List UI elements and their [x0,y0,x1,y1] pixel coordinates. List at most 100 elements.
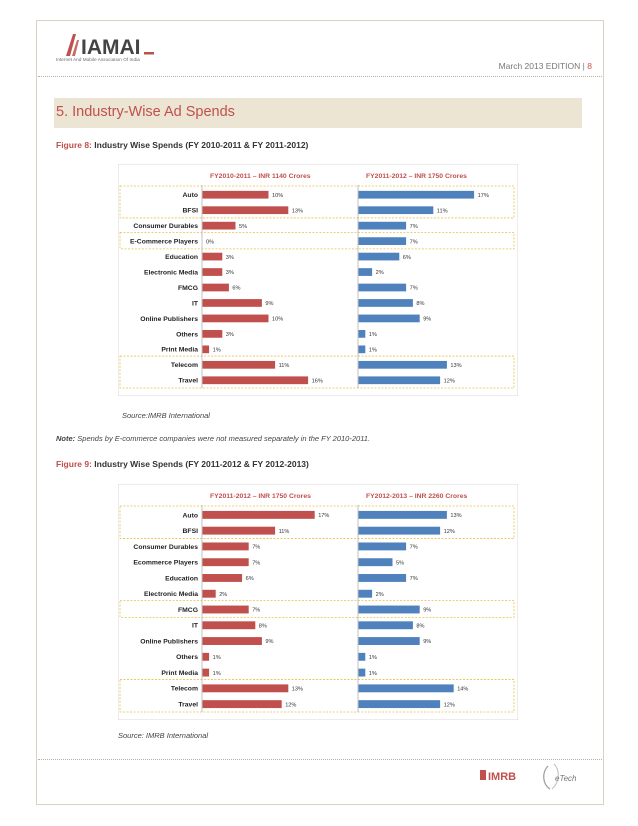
section-title: 5. Industry-Wise Ad Spends [56,104,235,120]
bar-value-label: 14% [457,687,468,693]
category-label: Electronic Media [144,269,198,276]
bar-value-label: 7% [410,224,418,230]
imrb-logo: IMRB [480,770,516,783]
bar [202,605,249,614]
page-border [36,20,604,805]
series-title: FY2012-2013 – INR 2260 Crores [366,493,467,500]
chart-frame [118,164,518,396]
category-label: E-Commerce Players [130,239,198,246]
bar-value-label: 10% [272,317,283,323]
category-label: FMCG [178,285,198,292]
bar-value-label: 7% [410,545,418,551]
highlight-box [119,679,515,713]
bar [358,684,454,693]
bar [202,668,210,677]
category-label: FMCG [178,607,198,614]
bar [202,526,276,535]
bar [358,376,441,385]
bar [202,206,289,215]
bar-value-label: 16% [312,378,323,384]
bar-value-label: 1% [213,671,221,677]
bar [202,558,249,567]
bar [358,700,441,709]
imrb-logo-text: IMRB [488,771,516,783]
iamai-logo: IAMAI [66,34,154,58]
bar-value-label: 5% [396,560,404,566]
bar-value-label: 1% [213,348,221,354]
etech-logo: eTech [543,763,577,790]
highlight-box [119,231,515,250]
category-label: Auto [183,192,198,199]
chart-frame [118,484,518,720]
category-label: Consumer Durables [133,544,198,551]
category-label: BFSI [183,208,199,215]
bar-value-label: 3% [226,255,234,261]
bar [358,652,366,661]
figure8-source: Source:IMRB International [122,411,210,420]
series-title: FY2011-2012 – INR 1750 Crores [210,493,311,500]
bar-value-label: 12% [285,702,296,708]
bar-value-label: 0% [206,239,214,245]
bar [202,376,309,385]
bar [358,605,420,614]
bar [202,314,269,323]
bar-value-label: 6% [246,576,254,582]
bar [202,299,262,307]
bar [358,314,420,323]
category-label: IT [192,623,199,630]
category-label: Education [165,575,198,582]
bar-value-label: 1% [369,332,377,338]
highlight-box [119,505,515,539]
bar [202,360,276,369]
series-title: FY2010-2011 – INR 1140 Crores [210,173,311,180]
figure8-label: Figure 8: [56,140,92,150]
bar [202,684,289,693]
footer-rule [38,759,602,760]
bar-value-label: 6% [232,286,240,292]
bar [202,700,282,709]
bar-value-label: 9% [423,639,431,645]
bar [202,542,249,551]
bar-value-label: 7% [410,239,418,245]
bar [202,283,229,292]
category-label: IT [192,300,199,307]
bar-value-label: 13% [450,363,461,369]
bar-value-label: 6% [403,255,411,261]
bar [358,221,407,230]
figure9-caption: Figure 9: Industry Wise Spends (FY 2011-… [56,459,309,469]
note-label: Note: [56,434,76,443]
bar [358,252,400,261]
category-label: Others [176,654,198,661]
figure9-label: Figure 9: [56,459,92,469]
bar [358,637,420,645]
bar [358,206,434,215]
bar-value-label: 7% [410,576,418,582]
series-title: FY2011-2012 – INR 1750 Crores [366,173,467,180]
category-label: Travel [178,378,198,385]
figure9-title: Industry Wise Spends (FY 2011-2012 & FY … [94,459,309,469]
category-label: Telecom [171,362,198,369]
bar [358,237,407,245]
category-label: Consumer Durables [133,223,198,230]
category-label: BFSI [183,528,199,535]
category-label: Print Media [161,670,198,677]
etech-logo-text: eTech [555,774,577,783]
bar-value-label: 17% [318,513,329,519]
bar [358,542,407,551]
category-label: Auto [183,512,198,519]
bar [202,330,223,338]
figure8-caption: Figure 8: Industry Wise Spends (FY 2010-… [56,140,308,150]
bar-value-label: 12% [444,378,455,384]
bar-value-label: 3% [226,332,234,338]
bar [202,510,315,519]
bar-value-label: 12% [444,529,455,535]
category-label: Others [176,331,198,338]
bar [358,668,366,677]
category-label: Online Publishers [140,638,198,645]
bar [202,652,210,661]
bar [358,330,366,338]
edition-text: March 2013 EDITION [498,61,581,71]
bar [358,510,447,519]
bar [358,574,407,582]
bar-value-label: 11% [279,363,290,369]
